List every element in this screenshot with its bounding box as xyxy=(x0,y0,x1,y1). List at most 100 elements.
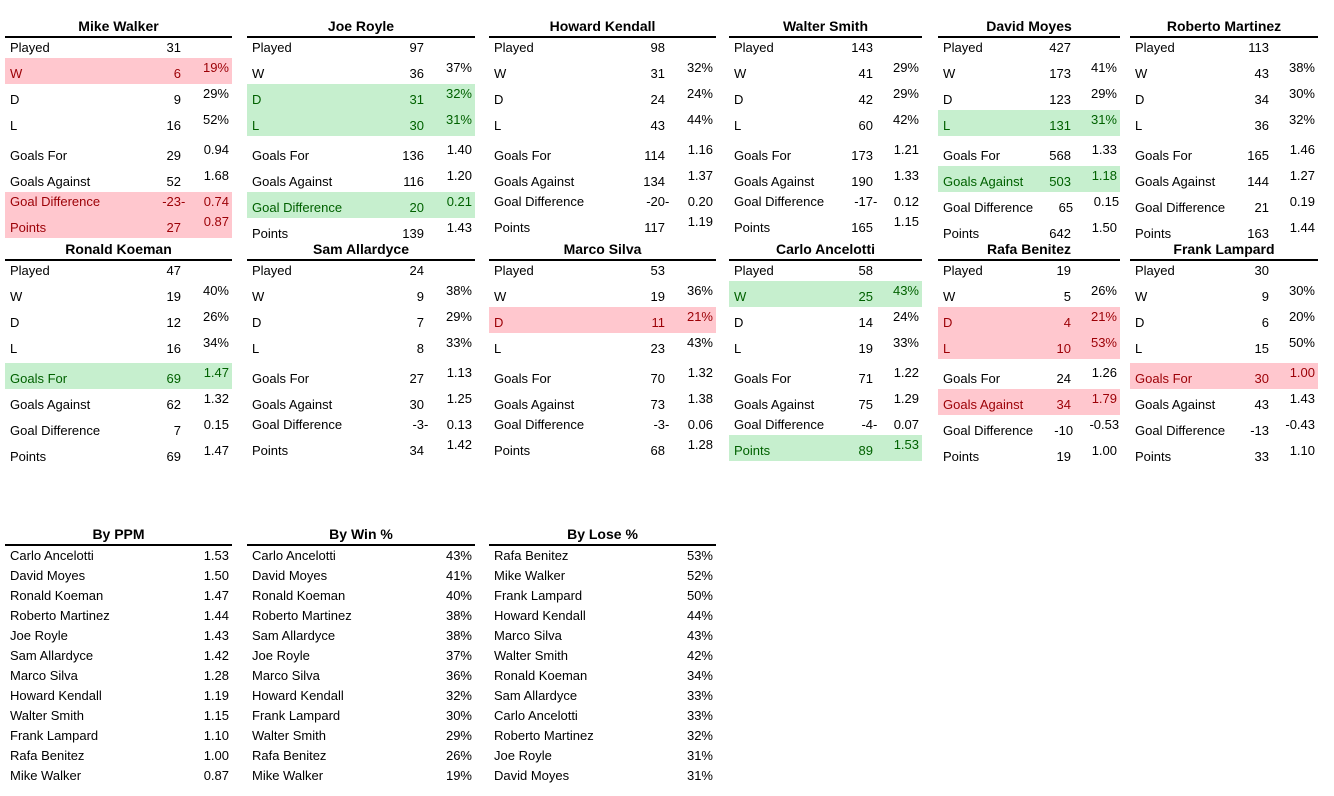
stat-ratio: 1.68 xyxy=(203,168,229,183)
stat-value: 23 xyxy=(650,341,665,356)
stat-ratio: 0.87 xyxy=(203,214,229,229)
stat-ratio: 1.46 xyxy=(1289,142,1315,157)
stat-ratio: 1.47 xyxy=(203,365,229,380)
stat-label: L xyxy=(734,341,742,356)
stat-row: Goal Difference 7 0.15 xyxy=(5,415,232,441)
manager-name: Marco Silva xyxy=(494,628,562,643)
manager-name: Joe Royle xyxy=(252,648,310,663)
manager-name: Rafa Benitez xyxy=(252,748,327,763)
manager-table-frank-lampard: Frank Lampard Played 30 W 9 30% D 6 20% … xyxy=(1130,239,1318,467)
stat-value: 43 xyxy=(650,118,665,133)
manager-table-david-moyes: David Moyes Played 427 W 173 41% D 123 2… xyxy=(938,16,1120,244)
ranking-row: Howard Kendall 1.19 xyxy=(5,686,232,706)
stat-ratio-cell: 1.47 xyxy=(181,441,229,461)
stat-row: Goals Against 144 1.27 xyxy=(1130,166,1318,192)
stat-ratio: 20% xyxy=(1288,309,1315,324)
stat-row: D 123 29% xyxy=(938,84,1120,110)
stat-ratio: 1.22 xyxy=(893,365,919,380)
ranking-value: 38% xyxy=(445,608,472,623)
stat-value: -20 xyxy=(646,194,665,209)
stat-row: L 10 53% xyxy=(938,333,1120,359)
ranking-value: 1.42 xyxy=(203,648,229,663)
stat-row: Points 89 1.53 xyxy=(729,435,922,461)
stat-ratio: 1.43 xyxy=(446,220,472,235)
ranking-value: 19% xyxy=(445,768,472,783)
stat-ratio: 36% xyxy=(686,283,713,298)
manager-table-howard-kendall: Howard Kendall Played 98 W 31 32% D 24 2… xyxy=(489,16,716,238)
stat-row: L 23 43% xyxy=(489,333,716,359)
stat-ratio-cell: 33% xyxy=(424,333,472,353)
stat-row: W 36 37% xyxy=(247,58,475,84)
stat-ratio: 42% xyxy=(892,112,919,127)
stat-row: Goal Difference -17 -0.12 xyxy=(729,192,922,212)
stat-ratio: 29% xyxy=(202,86,229,101)
table-rows: Played 97 W 36 37% D 31 32% L 30 31% Goa… xyxy=(247,38,475,244)
stat-value: 24 xyxy=(409,263,424,278)
stat-label: Goals Against xyxy=(10,397,91,412)
stat-label: D xyxy=(1135,315,1145,330)
manager-name: Rafa Benitez xyxy=(494,548,569,563)
stat-ratio-cell: 1.33 xyxy=(873,166,919,186)
manager-table-walter-smith: Walter Smith Played 143 W 41 29% D 42 29… xyxy=(729,16,922,238)
stat-label: Goals For xyxy=(10,148,68,163)
stat-label: W xyxy=(10,66,23,81)
stat-ratio-cell: 1.43 xyxy=(424,218,472,238)
stat-label: Goals Against xyxy=(1135,397,1216,412)
stat-label: Goal Difference xyxy=(1135,200,1226,215)
stat-row: Goal Difference -3 - 0.13 xyxy=(247,415,475,435)
stat-ratio: 34% xyxy=(202,335,229,350)
ranking-row: Joe Royle 31% xyxy=(489,746,716,766)
ranking-row: Carlo Ancelotti 1.53 xyxy=(5,546,232,566)
stat-ratio-cell: - 0.06 xyxy=(665,415,713,435)
stat-row: Goals For 136 1.40 xyxy=(247,140,475,166)
stat-ratio: 50% xyxy=(1288,335,1315,350)
stat-ratio-cell: 0.21 xyxy=(424,192,472,212)
manager-name: Mike Walker xyxy=(10,768,82,783)
stat-ratio-cell: 0.15 xyxy=(1073,192,1119,212)
stat-label: L xyxy=(494,118,502,133)
ranking-value: 1.15 xyxy=(203,708,229,723)
stat-label: Points xyxy=(734,220,771,235)
stat-label: D xyxy=(943,315,953,330)
stat-ratio: 1.13 xyxy=(446,365,472,380)
stat-row: Goals Against 43 1.43 xyxy=(1130,389,1318,415)
stat-label: L xyxy=(10,118,18,133)
stat-ratio-cell: 0.19 xyxy=(1269,192,1315,212)
stat-value: -13 xyxy=(1250,423,1269,438)
ranking-row: David Moyes 1.50 xyxy=(5,566,232,586)
stat-ratio-cell: 31% xyxy=(424,110,472,130)
stat-row: D 42 29% xyxy=(729,84,922,110)
stat-ratio: 29% xyxy=(892,60,919,75)
stat-label: D xyxy=(494,315,504,330)
stat-ratio-cell: 29% xyxy=(1071,84,1117,104)
ranking-value: 30% xyxy=(445,708,472,723)
stat-value: 173 xyxy=(1049,66,1071,81)
stat-value: 41 xyxy=(858,66,873,81)
stat-row: Played 98 xyxy=(489,38,716,58)
stat-row: L 16 34% xyxy=(5,333,232,359)
stat-label: D xyxy=(734,92,744,107)
stat-value: 52 xyxy=(166,174,181,189)
stat-ratio: 32% xyxy=(686,60,713,75)
stat-label: L xyxy=(10,341,18,356)
stat-row: Goal Difference 20 0.21 xyxy=(247,192,475,218)
ranking-value: 1.44 xyxy=(203,608,229,623)
stat-label: Goals For xyxy=(252,148,310,163)
manager-name: Joe Royle xyxy=(494,748,552,763)
stat-value: 10 xyxy=(1056,341,1071,356)
stat-ratio-cell: 1.32 xyxy=(665,363,713,383)
stat-row: Goals Against 503 1.18 xyxy=(938,166,1120,192)
stat-row: Goal Difference -3 - 0.06 xyxy=(489,415,716,435)
stat-ratio-cell: 29% xyxy=(424,307,472,327)
ranking-value: 31% xyxy=(686,748,713,763)
stat-ratio: 43% xyxy=(686,335,713,350)
table-title: Carlo Ancelotti xyxy=(729,239,922,261)
stat-row: W 9 38% xyxy=(247,281,475,307)
stat-label: Goal Difference xyxy=(10,194,101,209)
table-title: Sam Allardyce xyxy=(247,239,475,261)
ranking-value: 42% xyxy=(686,648,713,663)
stat-row: W 25 43% xyxy=(729,281,922,307)
stat-ratio: 29% xyxy=(445,309,472,324)
stat-label: D xyxy=(252,315,262,330)
stat-row: Goals For 173 1.21 xyxy=(729,140,922,166)
